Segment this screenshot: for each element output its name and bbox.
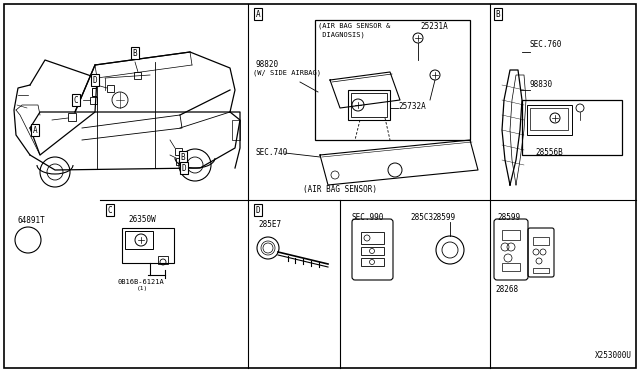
Text: A: A — [256, 10, 260, 19]
Bar — [530, 108, 568, 130]
Text: 28599: 28599 — [497, 213, 520, 222]
Bar — [175, 148, 182, 155]
Bar — [351, 93, 387, 117]
Text: 28268: 28268 — [495, 285, 518, 294]
Text: A: A — [33, 125, 37, 135]
Text: 25732A: 25732A — [398, 102, 426, 111]
Bar — [125, 231, 153, 249]
Bar — [361, 258, 384, 266]
Text: 0B16B-6121A: 0B16B-6121A — [118, 279, 164, 285]
Bar — [527, 105, 572, 135]
Text: SEC.990: SEC.990 — [352, 213, 385, 222]
Bar — [361, 232, 384, 244]
Bar — [522, 100, 622, 155]
Text: 285C3: 285C3 — [410, 213, 433, 222]
Text: 285E7: 285E7 — [258, 220, 281, 229]
Bar — [90, 97, 97, 104]
Text: 98820: 98820 — [255, 60, 278, 69]
Bar — [176, 158, 183, 165]
Text: 28556B: 28556B — [535, 148, 563, 157]
Bar — [502, 263, 520, 271]
Text: D: D — [93, 76, 97, 84]
Text: (1): (1) — [137, 286, 148, 291]
Text: SEC.740: SEC.740 — [255, 148, 287, 157]
Text: 64891T: 64891T — [18, 216, 45, 225]
Bar — [502, 230, 520, 240]
Text: DIAGNOSIS): DIAGNOSIS) — [318, 31, 365, 38]
Bar — [68, 113, 76, 121]
Text: C: C — [108, 205, 112, 215]
Bar — [158, 256, 168, 264]
Bar — [134, 72, 141, 79]
Bar — [361, 247, 384, 255]
Text: (AIR BAG SENSOR &: (AIR BAG SENSOR & — [318, 22, 390, 29]
Bar — [315, 20, 470, 140]
Text: 98830: 98830 — [530, 80, 553, 89]
Text: (W/ SIDE AIRBAG): (W/ SIDE AIRBAG) — [253, 69, 321, 76]
Text: 25231A: 25231A — [420, 22, 448, 31]
Bar — [533, 268, 549, 273]
Text: C: C — [74, 96, 78, 105]
Bar — [122, 228, 174, 263]
Text: 28599: 28599 — [432, 213, 455, 222]
Bar — [107, 85, 114, 92]
Text: B: B — [132, 48, 138, 58]
Text: 26350W: 26350W — [128, 215, 156, 224]
Text: (AIR BAG SENSOR): (AIR BAG SENSOR) — [303, 185, 377, 194]
Text: B: B — [496, 10, 500, 19]
Text: B: B — [180, 153, 186, 161]
Text: D: D — [256, 205, 260, 215]
Bar — [348, 90, 390, 120]
Text: X253000U: X253000U — [595, 351, 632, 360]
Bar — [232, 120, 240, 140]
Bar — [533, 237, 549, 245]
Text: D: D — [182, 164, 186, 173]
Text: SEC.760: SEC.760 — [530, 40, 563, 49]
